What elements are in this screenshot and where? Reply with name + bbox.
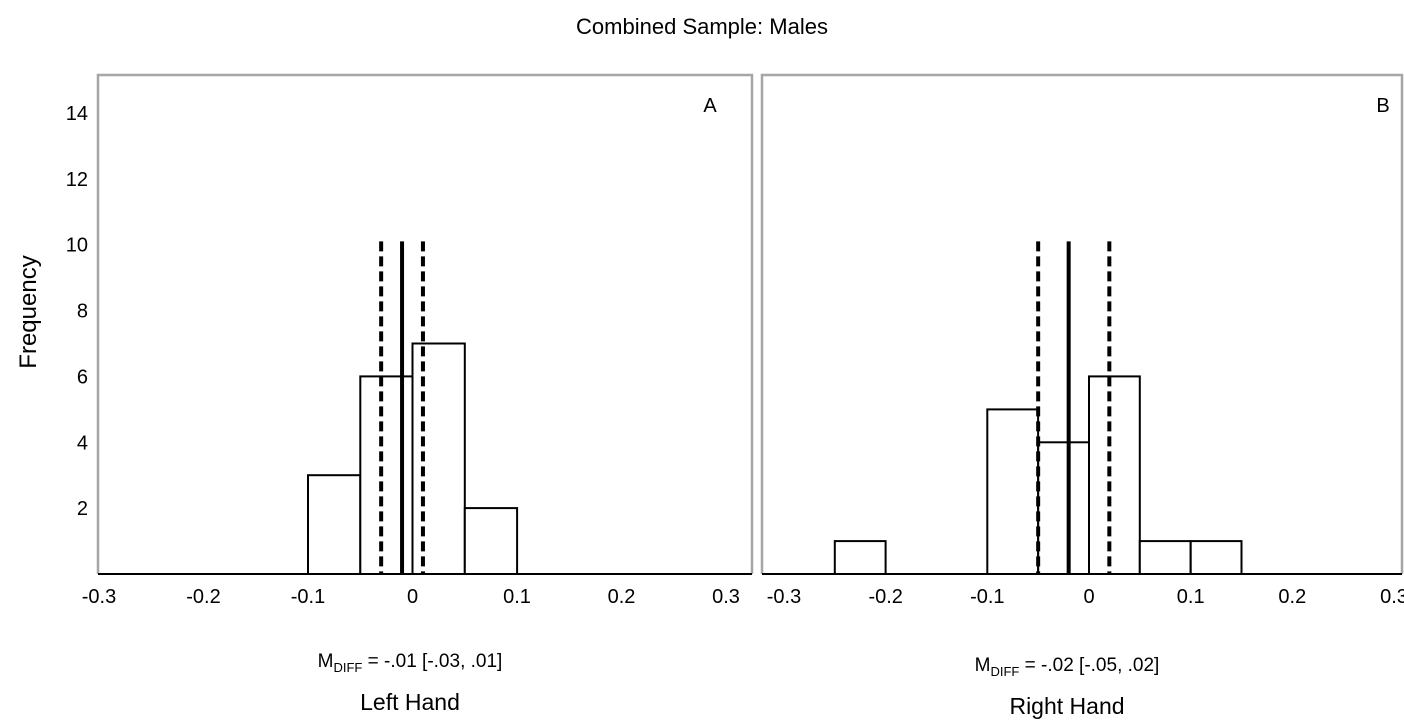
mean-diff-annotation: MDIFF = -.01 [-.03, .01]	[318, 651, 503, 675]
histogram-bar	[1088, 375, 1141, 575]
x-axis-label: Left Hand	[360, 689, 460, 715]
y-tick-label: 8	[77, 301, 88, 323]
plot-frame	[96, 73, 754, 574]
mean-diff-value: = -.01 [-.03, .01]	[362, 651, 502, 672]
x-tick-label: 0.1	[1177, 586, 1205, 608]
x-tick-label: 0.2	[608, 586, 636, 608]
y-tick-label: 4	[77, 432, 88, 454]
y-tick-label: 6	[77, 366, 88, 388]
y-tick-labels: 2 4 6 8 10 12 14	[66, 103, 88, 520]
histogram-bar	[986, 408, 1040, 575]
mean-diff-subscript: DIFF	[333, 660, 362, 675]
histogram-bar	[411, 342, 466, 575]
histogram-bar	[307, 474, 362, 576]
x-tick-label: 0.1	[503, 586, 531, 608]
mean-diff-annotation: MDIFF = -.02 [-.05, .02]	[975, 655, 1160, 679]
y-tick-label: 10	[66, 235, 88, 257]
x-tick-label: 0	[1083, 586, 1094, 608]
y-tick-label: 14	[66, 103, 88, 125]
x-tick-label: -0.1	[970, 586, 1004, 608]
x-tick-label: -0.2	[186, 586, 220, 608]
x-tick-label: -0.1	[291, 586, 325, 608]
x-tick-label: 0	[407, 586, 418, 608]
plot-frame	[760, 73, 1404, 574]
x-tick-label: -0.2	[868, 586, 902, 608]
x-tick-label: -0.3	[82, 586, 116, 608]
histogram-bar	[1037, 441, 1090, 575]
panel-label: A	[703, 95, 717, 117]
histogram-bar	[833, 540, 887, 575]
chart-title: Combined Sample: Males	[576, 14, 828, 39]
mean-diff-value: = -.02 [-.05, .02]	[1019, 655, 1159, 676]
mean-diff-symbol: M	[975, 655, 991, 676]
panel-left-hand: A -0.3 -0.2 -0.1 0 0.1 0.2 0.3 MDIFF = -.01 [-.0…	[82, 73, 754, 715]
histogram-bar	[1189, 540, 1243, 575]
y-tick-label: 12	[66, 169, 88, 191]
x-tick-label: 0.3	[1380, 586, 1404, 608]
mean-diff-symbol: M	[318, 651, 334, 672]
x-tick-label: 0.2	[1278, 586, 1306, 608]
y-tick-label: 2	[77, 498, 88, 520]
mean-diff-subscript: DIFF	[990, 664, 1019, 679]
panel-label: B	[1376, 95, 1389, 117]
histogram-bar	[463, 507, 519, 576]
histogram-bar	[1138, 540, 1192, 575]
x-tick-label: -0.3	[767, 586, 801, 608]
x-tick-label: 0.3	[712, 586, 740, 608]
panel-right-hand: B -0.3 -0.2 -0.1 0 0.1 0.2 0.3 MDIFF = -.02 [-.0…	[760, 73, 1404, 719]
histogram-bar	[359, 375, 414, 575]
x-axis-label: Right Hand	[1009, 693, 1124, 719]
y-axis-label: Frequency	[15, 255, 42, 368]
